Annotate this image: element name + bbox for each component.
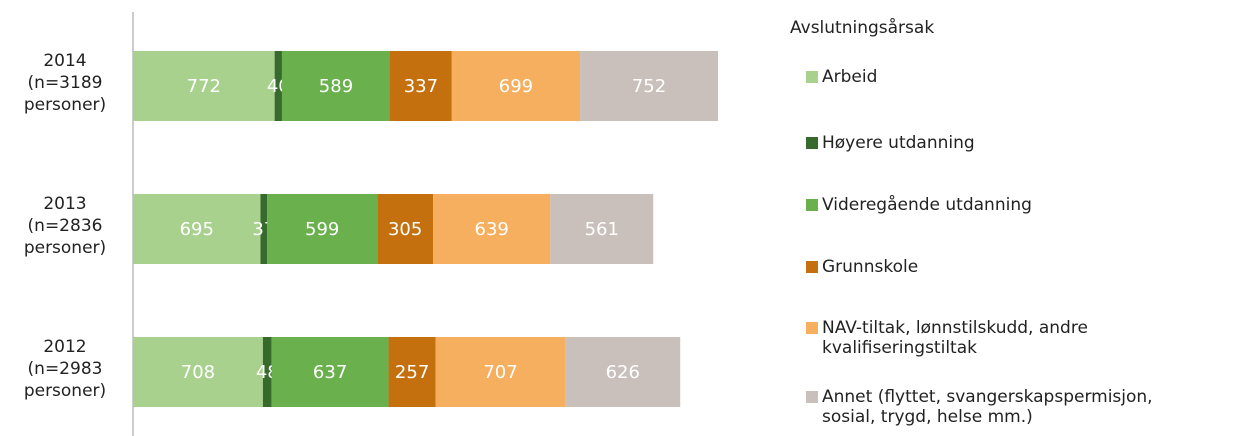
bar-segment — [260, 194, 268, 264]
category-label: 2013 (n=2836 personer) — [23, 194, 107, 258]
value-label: 305 — [388, 219, 422, 240]
bar-segment — [388, 337, 436, 407]
bar-segment — [580, 51, 718, 121]
legend-swatch — [806, 261, 818, 273]
bar-segment — [274, 51, 282, 121]
legend-swatch — [806, 137, 818, 149]
legend-label: Videregående utdanning — [822, 195, 1032, 215]
bar-segment — [435, 337, 566, 407]
category-label: 2014 (n=3189 personer) — [23, 51, 107, 115]
legend-swatch — [806, 199, 818, 211]
legend-swatch — [806, 71, 818, 83]
legend-swatch — [806, 391, 818, 403]
legend-label: Høyere utdanning — [822, 133, 975, 153]
value-label: 639 — [475, 219, 509, 240]
value-label: 752 — [632, 76, 666, 97]
bar-segment — [133, 337, 263, 407]
bar-segment — [271, 337, 389, 407]
value-label: 708 — [181, 362, 215, 383]
bar-segment — [281, 51, 391, 121]
value-label: 695 — [180, 219, 214, 240]
value-label: 707 — [483, 362, 517, 383]
value-label: 626 — [606, 362, 640, 383]
bar-segment — [133, 51, 275, 121]
bar-segment — [390, 51, 452, 121]
legend-title: Avslutningsårsak — [790, 18, 935, 38]
bar-segment — [133, 194, 261, 264]
bar-segment — [433, 194, 551, 264]
bar-segment — [267, 194, 378, 264]
bar-segment — [377, 194, 434, 264]
legend-label: Arbeid — [822, 67, 878, 87]
value-label: 637 — [313, 362, 347, 383]
value-label: 599 — [305, 219, 339, 240]
legend-label: NAV-tiltak, lønnstilskudd, andre kvalifi… — [822, 318, 1088, 358]
value-label: 561 — [585, 219, 619, 240]
value-label: 772 — [187, 76, 221, 97]
value-label: 337 — [404, 76, 438, 97]
bar-segment — [262, 337, 272, 407]
value-label: 699 — [499, 76, 533, 97]
legend-label: Annet (flyttet, svangerskapspermisjon, s… — [822, 387, 1153, 427]
value-label: 257 — [395, 362, 429, 383]
value-label: 589 — [319, 76, 353, 97]
legend-label: Grunnskole — [822, 257, 919, 277]
bar-segment — [550, 194, 654, 264]
category-label: 2012 (n=2983 personer) — [23, 337, 107, 401]
bar-segment — [565, 337, 681, 407]
legend-swatch — [806, 322, 818, 334]
bar-segment — [451, 51, 581, 121]
